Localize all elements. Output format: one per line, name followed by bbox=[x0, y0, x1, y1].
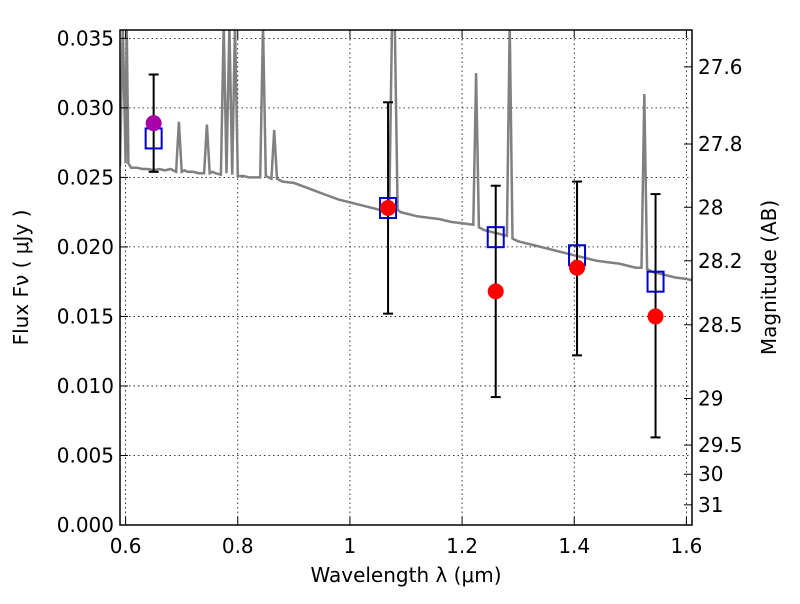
x-tick-label: 1.2 bbox=[446, 534, 478, 558]
x-tick-label: 1 bbox=[344, 534, 357, 558]
y2-tick-label: 28 bbox=[698, 195, 723, 219]
observed-flux-point bbox=[145, 115, 162, 132]
y-tick-label: 0.025 bbox=[57, 165, 114, 189]
observed-flux-point bbox=[647, 308, 664, 325]
observed-flux-point bbox=[380, 199, 397, 216]
y2-tick-label: 28.2 bbox=[698, 249, 743, 273]
y2-tick-label: 31 bbox=[698, 493, 723, 517]
y-tick-label: 0.020 bbox=[57, 235, 114, 259]
y-tick-label: 0.005 bbox=[57, 443, 114, 467]
model-square-point bbox=[646, 270, 665, 293]
y2-tick-label: 29.5 bbox=[698, 433, 743, 457]
y-tick-label: 0.000 bbox=[57, 513, 114, 537]
observed-flux-point bbox=[569, 259, 586, 276]
y-tick-label: 0.030 bbox=[57, 96, 114, 120]
y-axis-title: Flux Fν ( μJy ) bbox=[9, 210, 33, 346]
spectrum-line bbox=[120, 30, 692, 282]
y2-tick-label: 27.8 bbox=[698, 132, 743, 156]
y2-tick-label: 30 bbox=[698, 462, 723, 486]
y2-axis-title: Magnitude (AB) bbox=[757, 200, 781, 355]
plot-frame bbox=[119, 29, 693, 526]
y-tick-label: 0.035 bbox=[57, 26, 114, 50]
y2-tick-label: 29 bbox=[698, 386, 723, 410]
y2-tick-label: 27.6 bbox=[698, 55, 743, 79]
x-tick-label: 1.6 bbox=[670, 534, 702, 558]
x-tick-label: 0.6 bbox=[110, 534, 142, 558]
y2-tick-label: 28.5 bbox=[698, 313, 743, 337]
y-tick-label: 0.015 bbox=[57, 304, 114, 328]
tick-marks: 0.6 0.8 1 1.2 1.4 1.6 0.000 0.005 0.010 0.015 0.02… bbox=[57, 26, 743, 558]
observed-flux-point bbox=[487, 283, 504, 300]
x-tick-label: 1.4 bbox=[558, 534, 590, 558]
data-layer bbox=[120, 30, 692, 439]
y-tick-label: 0.010 bbox=[57, 374, 114, 398]
model-square-point bbox=[486, 226, 505, 249]
x-tick-label: 0.8 bbox=[222, 534, 254, 558]
x-axis-title: Wavelength λ (μm) bbox=[310, 563, 501, 587]
